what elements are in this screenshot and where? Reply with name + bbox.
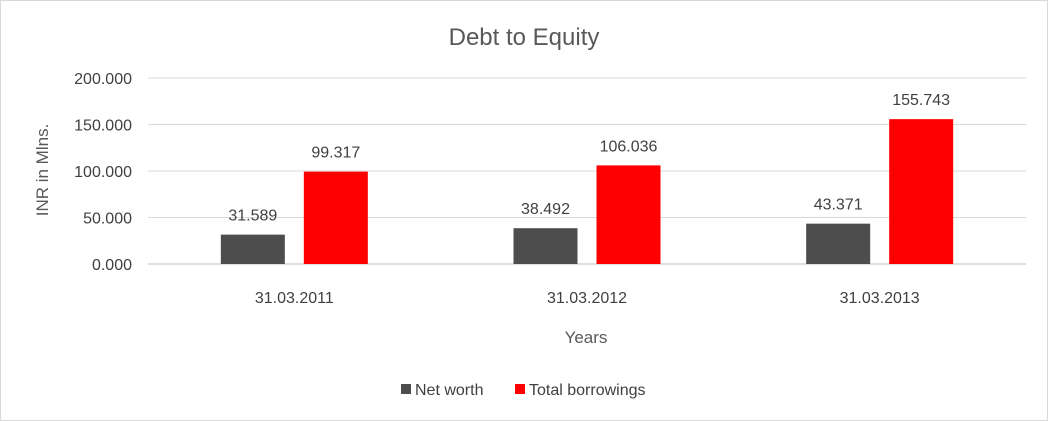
- data-label: 38.492: [521, 201, 570, 218]
- net-worth-bar-1: [220, 234, 285, 264]
- data-label: 106.036: [600, 138, 658, 155]
- bars: [220, 119, 954, 264]
- data-labels: 31.589 99.317 38.492 106.036 43.371 155.743: [228, 92, 950, 224]
- x-tick-label: 31.03.2011: [255, 290, 334, 307]
- data-label: 43.371: [814, 197, 863, 214]
- data-label: 31.589: [228, 208, 277, 225]
- legend-label: Net worth: [415, 382, 483, 399]
- chart-title: Debt to Equity: [449, 24, 600, 51]
- y-tick-label: 100.000: [74, 164, 132, 181]
- legend-label: Total borrowings: [529, 382, 646, 399]
- legend: Net worth Total borrowings: [401, 382, 646, 399]
- net-worth-bar-3: [806, 223, 871, 264]
- y-tick-label: 150.000: [74, 118, 132, 135]
- y-axis-ticks: 0.000 50.000 100.000 150.000 200.000: [74, 71, 132, 274]
- y-tick-label: 0.000: [92, 257, 132, 274]
- y-tick-label: 200.000: [74, 71, 132, 88]
- data-label: 99.317: [311, 145, 360, 162]
- y-axis-title: INR in Mlns.: [33, 124, 52, 217]
- total-borrowings-bar-1: [303, 171, 368, 264]
- x-tick-label: 31.03.2013: [840, 290, 920, 307]
- x-tick-label: 31.03.2012: [547, 290, 627, 307]
- gridlines: [148, 77, 1026, 265]
- x-axis-title: Years: [565, 328, 608, 347]
- net-worth-bar-2: [513, 228, 578, 264]
- data-label: 155.743: [892, 92, 950, 109]
- total-borrowings-bar-2: [596, 165, 661, 264]
- total-borrowings-bar-3: [889, 119, 954, 264]
- legend-swatch-total-borrowings: [515, 384, 525, 394]
- y-tick-label: 50.000: [83, 211, 132, 228]
- legend-swatch-net-worth: [401, 384, 411, 394]
- x-axis-ticks: 31.03.2011 31.03.2012 31.03.2013: [255, 290, 920, 307]
